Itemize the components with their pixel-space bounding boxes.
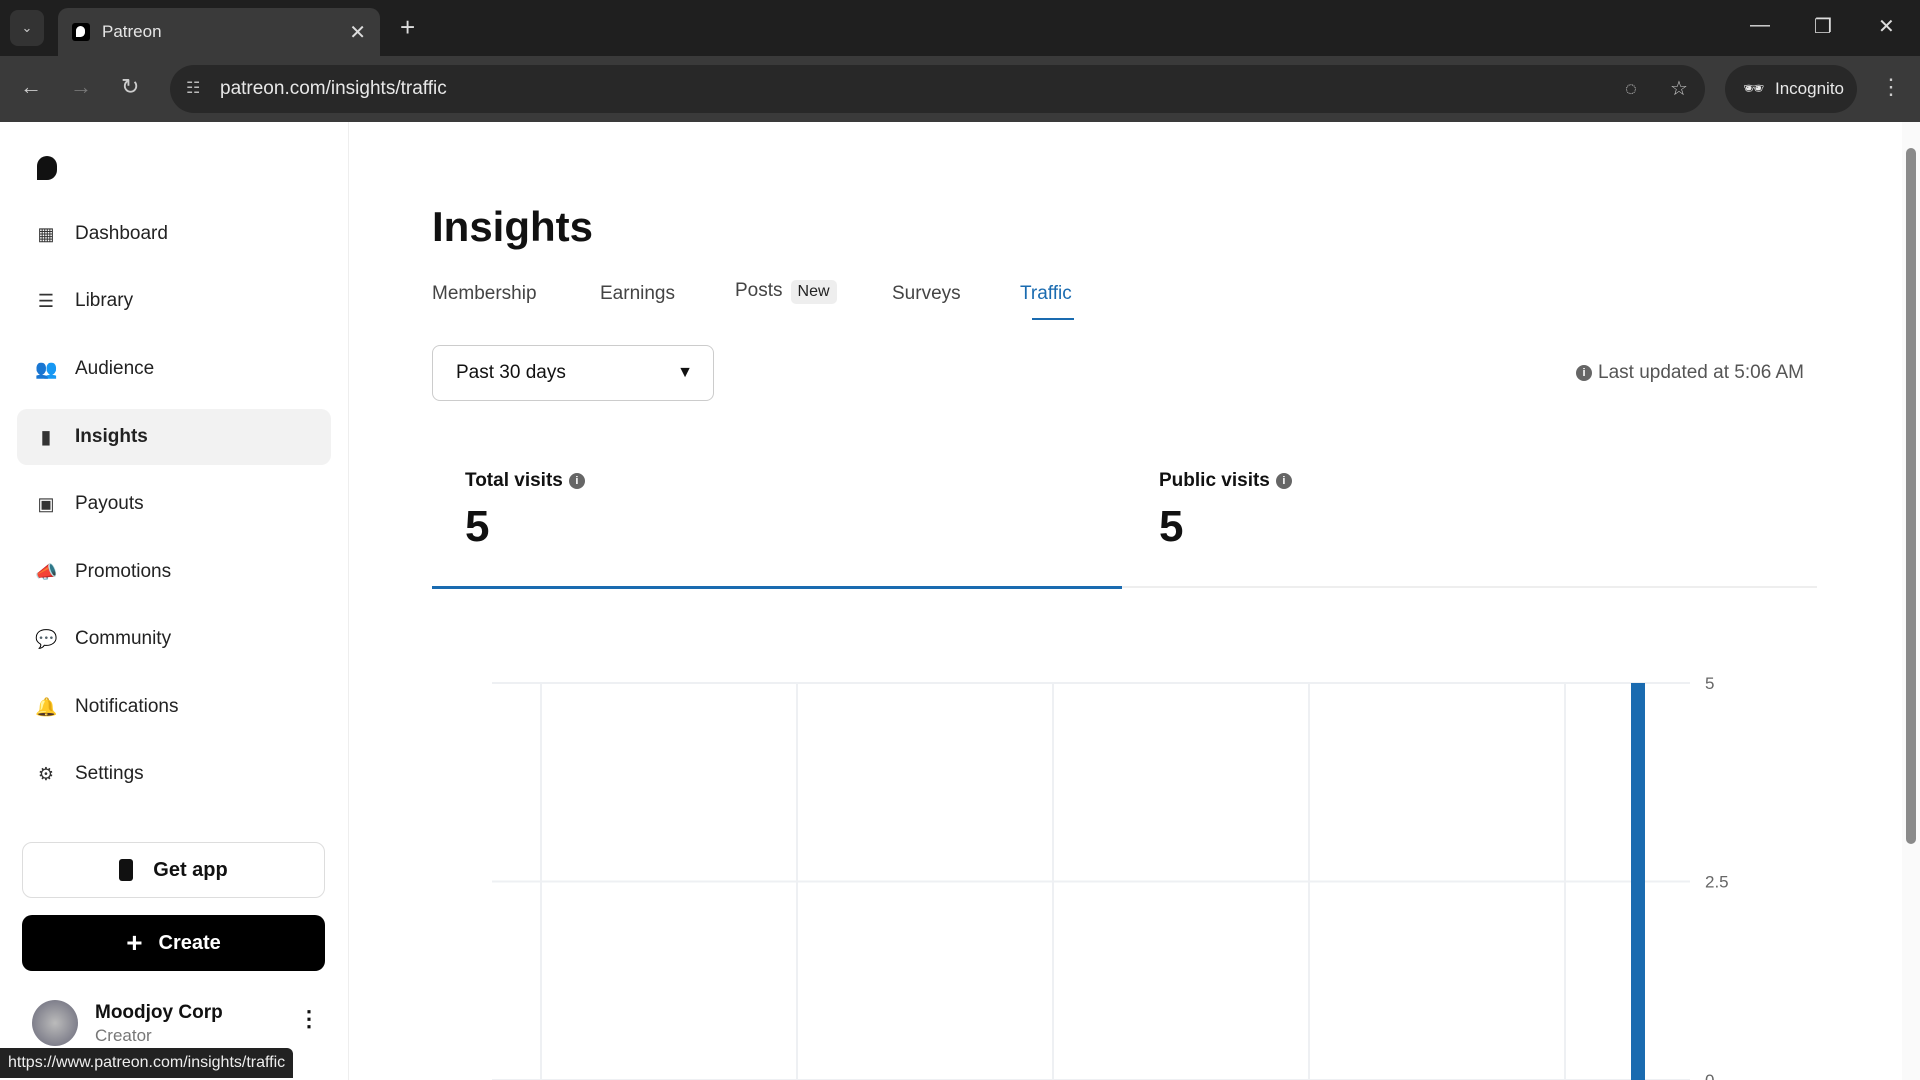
chevron-down-icon: ▼ xyxy=(677,364,693,381)
browser-tab[interactable]: Patreon ✕ xyxy=(58,8,380,56)
last-updated: i Last updated at 5:06 AM xyxy=(1570,362,1804,384)
sidebar-item-community[interactable]: 💬 Community xyxy=(17,611,331,667)
bar-chart-icon: ▮ xyxy=(41,427,51,447)
scrollbar-thumb[interactable] xyxy=(1906,148,1916,844)
y-tick-label: 5 xyxy=(1705,674,1714,693)
minimize-icon[interactable]: — xyxy=(1750,14,1770,36)
stats-divider xyxy=(432,586,1817,588)
sidebar-item-label: Library xyxy=(75,290,134,311)
get-app-label: Get app xyxy=(153,858,228,881)
sidebar-item-audience[interactable]: 👥 Audience xyxy=(17,341,331,397)
reload-icon[interactable]: ↻ xyxy=(121,74,140,99)
sidebar-item-notifications[interactable]: 🔔 Notifications xyxy=(17,679,331,735)
site-settings-icon[interactable]: ☷ xyxy=(186,80,201,97)
url-text: patreon.com/insights/traffic xyxy=(220,78,447,99)
sidebar-item-label: Notifications xyxy=(75,696,179,717)
plus-icon: + xyxy=(126,927,143,958)
stat-public-visits[interactable]: Public visits i 5 xyxy=(1126,470,1816,590)
address-bar[interactable]: ☷ patreon.com/insights/traffic ◌ ☆ xyxy=(170,65,1705,113)
eye-off-icon[interactable]: ◌ xyxy=(1625,78,1637,100)
tab-posts[interactable]: Posts New xyxy=(735,280,837,304)
sidebar-item-promotions[interactable]: 📣 Promotions xyxy=(17,544,331,600)
browser-tab-bar: ⌄ Patreon ✕ + — ❐ ✕ xyxy=(0,0,1920,56)
forward-icon[interactable]: → xyxy=(70,74,92,99)
info-icon[interactable]: i xyxy=(1576,364,1592,381)
avatar xyxy=(32,1000,78,1046)
info-icon[interactable]: i xyxy=(568,472,585,489)
patreon-favicon-icon xyxy=(72,23,90,41)
megaphone-icon: 📣 xyxy=(35,562,58,582)
tab-search-button[interactable]: ⌄ xyxy=(10,10,44,46)
incognito-label: Incognito xyxy=(1775,79,1844,98)
get-app-button[interactable]: Get app xyxy=(22,842,325,898)
browser-menu-icon[interactable]: ⋮ xyxy=(1880,74,1902,99)
page-title: Insights xyxy=(432,203,594,250)
new-badge: New xyxy=(790,280,837,304)
sidebar-item-label: Settings xyxy=(75,763,144,784)
star-icon[interactable]: ☆ xyxy=(1670,78,1688,100)
browser-toolbar: ← → ↻ ☷ patreon.com/insights/traffic ◌ ☆ 🕶… xyxy=(0,56,1920,122)
sidebar-item-label: Promotions xyxy=(75,561,172,582)
sidebar-item-insights[interactable]: ▮ Insights xyxy=(17,409,331,465)
stat-label: Public visits xyxy=(1159,470,1270,491)
sidebar: ▦ Dashboard ☰ Library 👥 Audience ▮ Insights … xyxy=(0,122,349,1080)
audience-icon: 👥 xyxy=(35,359,58,379)
sidebar-item-dashboard[interactable]: ▦ Dashboard xyxy=(17,206,331,262)
payouts-icon: ▣ xyxy=(37,494,55,514)
sidebar-item-label: Community xyxy=(75,628,172,649)
tab-posts-label: Posts xyxy=(735,280,783,301)
more-options-icon[interactable]: ⋮ xyxy=(298,1006,320,1031)
sidebar-item-library[interactable]: ☰ Library xyxy=(17,273,331,329)
sidebar-item-label: Payouts xyxy=(75,493,144,514)
sidebar-item-settings[interactable]: ⚙ Settings xyxy=(17,746,331,802)
sidebar-item-label: Audience xyxy=(75,358,155,379)
user-role: Creator xyxy=(95,1026,152,1045)
tab-title: Patreon xyxy=(102,22,162,41)
tab-surveys[interactable]: Surveys xyxy=(892,283,961,304)
stat-value: 5 xyxy=(465,502,490,551)
date-range-select[interactable]: Past 30 days ▼ xyxy=(432,345,714,401)
selected-stat-indicator xyxy=(432,586,1122,589)
last-updated-text: Last updated at 5:06 AM xyxy=(1598,362,1804,383)
close-window-icon[interactable]: ✕ xyxy=(1878,16,1895,38)
stat-value: 5 xyxy=(1159,502,1184,551)
tab-earnings[interactable]: Earnings xyxy=(600,283,675,304)
tab-membership[interactable]: Membership xyxy=(432,283,537,304)
create-label: Create xyxy=(158,931,221,954)
incognito-badge[interactable]: 🕶 Incognito xyxy=(1725,65,1857,113)
restore-icon[interactable]: ❐ xyxy=(1814,16,1832,38)
tab-traffic[interactable]: Traffic xyxy=(1020,283,1072,304)
create-button[interactable]: + Create xyxy=(22,915,325,971)
sidebar-item-payouts[interactable]: ▣ Payouts xyxy=(17,476,331,532)
scrollbar[interactable] xyxy=(1902,122,1920,1080)
date-range-value: Past 30 days xyxy=(456,362,566,383)
bell-icon: 🔔 xyxy=(35,697,58,717)
info-icon[interactable]: i xyxy=(1275,472,1292,489)
active-tab-underline xyxy=(1032,318,1074,320)
phone-icon xyxy=(119,859,134,881)
close-tab-icon[interactable]: ✕ xyxy=(349,21,366,44)
chat-icon: 💬 xyxy=(35,629,58,649)
link-status-bar: https://www.patreon.com/insights/traffic xyxy=(0,1048,294,1078)
bar xyxy=(1631,683,1645,1080)
library-icon: ☰ xyxy=(37,291,55,311)
incognito-icon: 🕶 xyxy=(1743,79,1765,98)
user-name: Moodjoy Corp xyxy=(95,1002,223,1023)
patreon-logo[interactable] xyxy=(37,156,57,180)
new-tab-button[interactable]: + xyxy=(400,12,416,42)
back-icon[interactable]: ← xyxy=(20,74,42,99)
sidebar-item-label: Dashboard xyxy=(75,223,168,244)
y-tick-label: 2.5 xyxy=(1705,873,1729,892)
stat-label: Total visits xyxy=(465,470,563,491)
gear-icon: ⚙ xyxy=(37,764,55,784)
sidebar-item-label: Insights xyxy=(75,426,148,447)
dashboard-icon: ▦ xyxy=(37,224,55,244)
y-tick-label: 0 xyxy=(1705,1071,1714,1080)
stat-total-visits[interactable]: Total visits i 5 xyxy=(432,470,1122,590)
